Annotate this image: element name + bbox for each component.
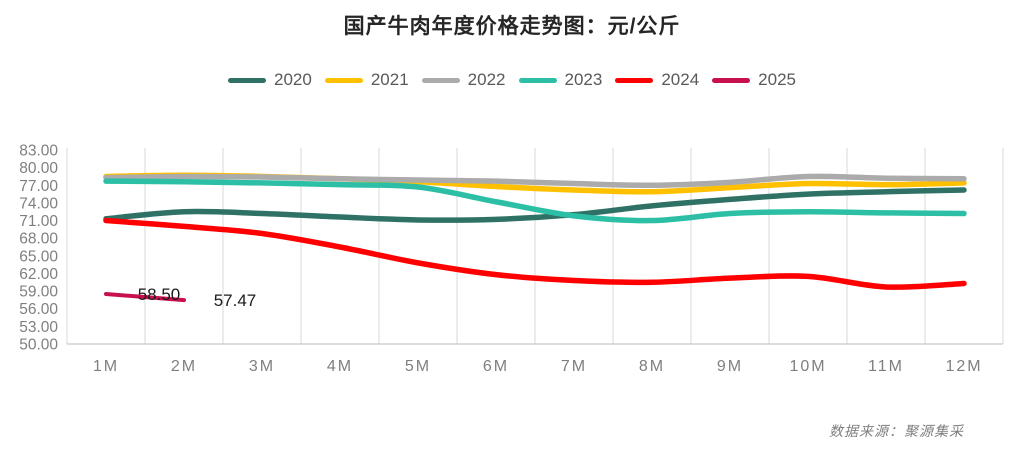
x-axis-tick-label: 8M	[639, 358, 665, 375]
x-axis-tick-label: 10M	[789, 358, 826, 375]
y-axis-tick-label: 50.00	[19, 337, 58, 354]
legend-item-2020: 2020	[228, 70, 312, 90]
legend-item-2023: 2023	[518, 70, 603, 90]
data-label: 57.47	[214, 291, 257, 310]
legend-item-2024: 2024	[615, 70, 699, 90]
legend-item-2022: 2022	[421, 70, 506, 90]
y-axis-tick-label: 62.00	[19, 266, 58, 283]
legend-swatch-icon	[615, 77, 654, 83]
x-axis-tick-label: 12M	[945, 358, 982, 375]
legend-swatch-icon	[324, 77, 363, 83]
series-line-2025	[104, 292, 186, 303]
y-axis-tick-label: 71.00	[19, 213, 58, 230]
chart-title: 国产牛肉年度价格走势图：元/公斤	[343, 15, 681, 38]
legend-label: 2024	[661, 70, 700, 89]
data-source-note: 数据来源：聚源集采	[829, 423, 964, 439]
legend-swatch-icon	[421, 77, 460, 83]
y-axis-tick-label: 53.00	[19, 319, 58, 336]
x-axis-tick-label: 5M	[405, 358, 431, 375]
y-axis-tick-label: 74.00	[19, 195, 58, 212]
legend-item-2025: 2025	[712, 70, 796, 90]
legend-swatch-icon	[518, 77, 557, 83]
data-label: 58.50	[138, 285, 181, 304]
x-axis-tick-label: 4M	[327, 358, 353, 375]
x-axis-tick-label: 3M	[249, 358, 275, 375]
chart-legend: 2020 2021 2022 2023 2024 2025	[0, 70, 1024, 90]
y-axis-tick-label: 68.00	[19, 231, 58, 248]
x-axis-tick-label: 11M	[868, 358, 904, 375]
y-axis-tick-label: 59.00	[19, 284, 58, 301]
legend-item-2021: 2021	[324, 70, 409, 90]
y-axis-tick-label: 80.00	[19, 160, 58, 177]
x-axis-tick-label: 2M	[171, 358, 197, 375]
y-axis-tick-label: 83.00	[19, 143, 58, 160]
legend-label: 2025	[758, 70, 796, 89]
series-line-2024	[103, 217, 967, 290]
x-axis-tick-label: 9M	[717, 358, 743, 375]
series-line-2023	[103, 178, 967, 224]
legend-label: 2021	[370, 70, 409, 89]
legend-swatch-icon	[712, 77, 751, 83]
y-axis-tick-label: 56.00	[19, 301, 58, 318]
x-axis-tick-label: 6M	[483, 358, 509, 375]
legend-label: 2022	[467, 70, 506, 89]
x-axis-tick-label: 1M	[93, 358, 119, 375]
legend-swatch-icon	[228, 77, 267, 83]
series-line-2022	[103, 173, 967, 189]
series-line-2020	[103, 187, 967, 223]
x-axis-tick-label: 7M	[561, 358, 587, 375]
y-axis-tick-label: 77.00	[19, 178, 58, 195]
legend-label: 2020	[274, 70, 312, 89]
y-axis-tick-label: 65.00	[19, 248, 58, 265]
legend-label: 2023	[564, 70, 603, 89]
